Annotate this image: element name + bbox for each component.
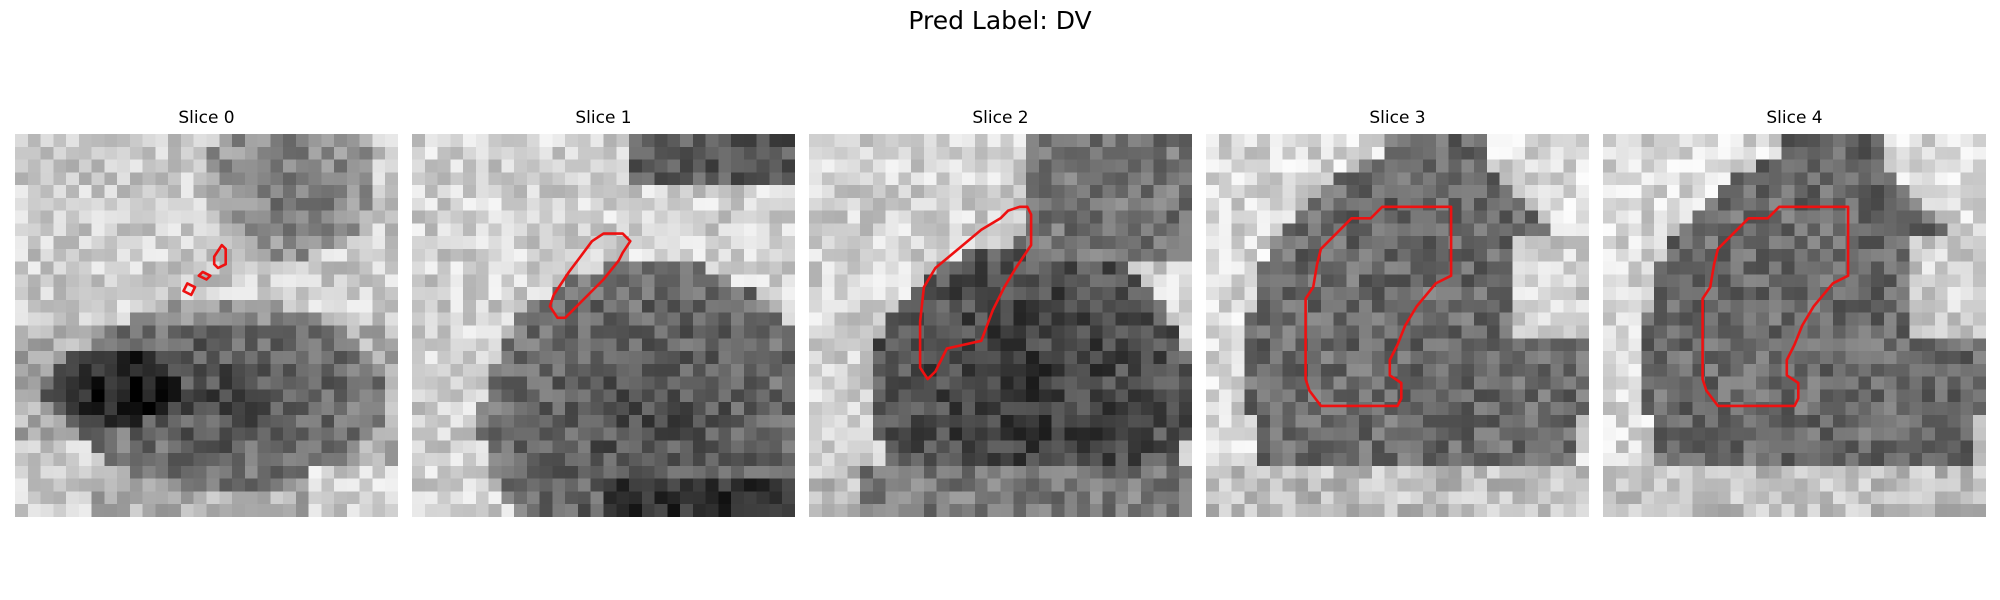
slice-image-0 (15, 134, 398, 517)
contour-slice-2-0 (918, 205, 1033, 381)
panel-title-slice-0: Slice 0 (178, 108, 235, 128)
panel-title-slice-1: Slice 1 (575, 108, 632, 128)
contour-slice-3-0 (1304, 205, 1453, 408)
contour-slice-0-1 (197, 270, 212, 281)
slice-image-1 (412, 134, 795, 517)
panel-title-slice-2: Slice 2 (972, 108, 1029, 128)
slice-image-4 (1603, 134, 1986, 517)
figure-title: Pred Label: DV (908, 6, 1092, 35)
contour-slice-0-0 (212, 243, 227, 270)
panel-title-slice-4: Slice 4 (1766, 108, 1823, 128)
contour-slice-1-0 (548, 232, 632, 320)
contour-slice-4-0 (1701, 205, 1850, 408)
contour-slice-0-2 (182, 282, 197, 297)
panel-title-slice-3: Slice 3 (1369, 108, 1426, 128)
slice-image-2 (809, 134, 1192, 517)
slice-image-3 (1206, 134, 1589, 517)
